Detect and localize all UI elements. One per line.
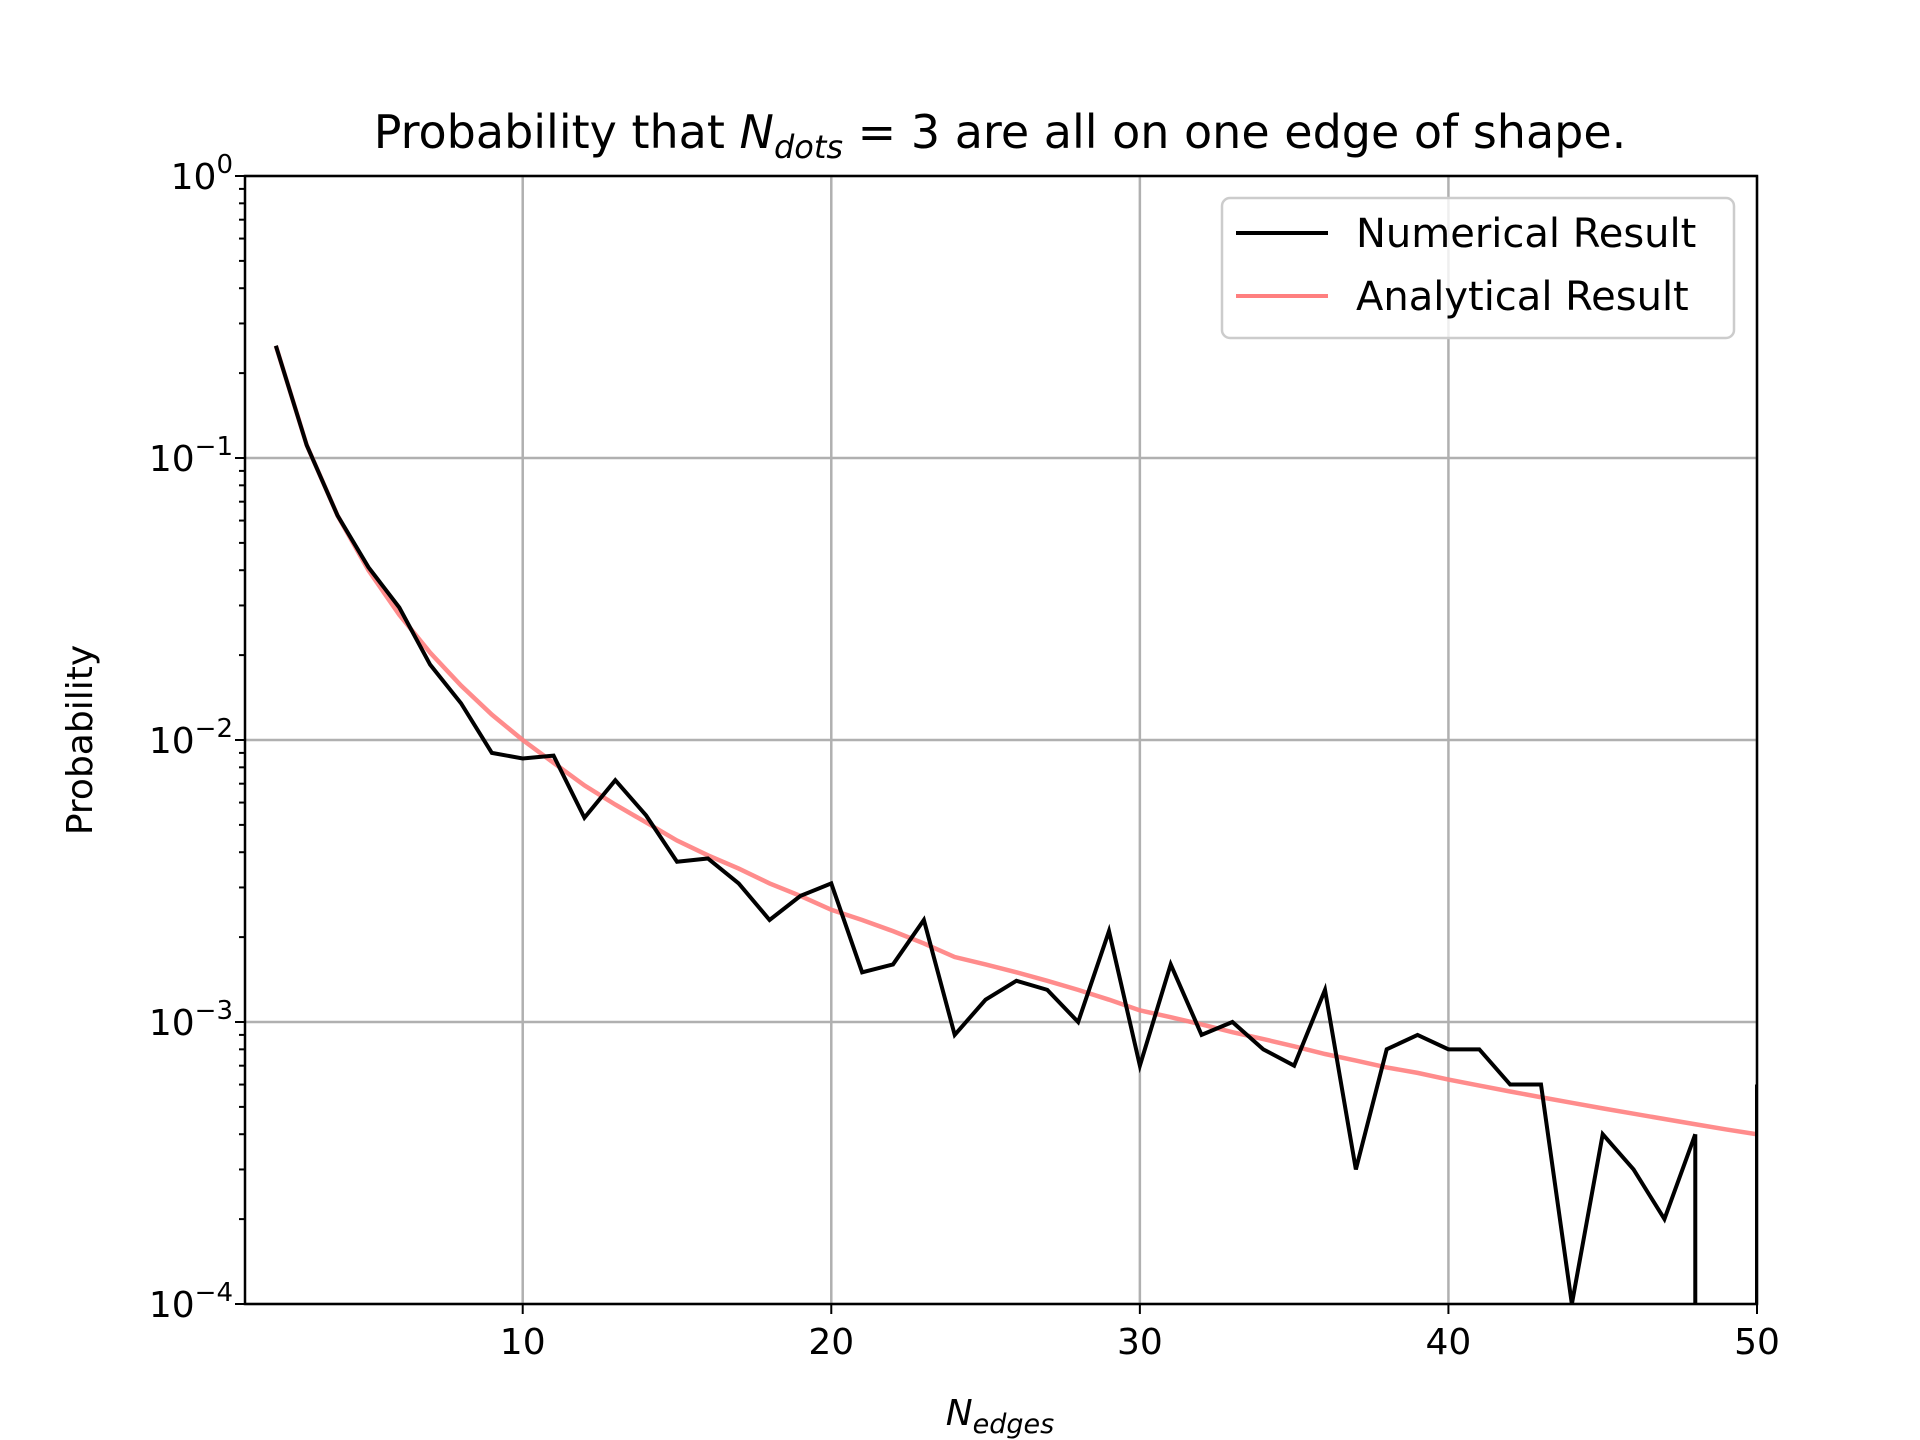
x-axis-label-subscript: edges	[973, 1409, 1055, 1440]
y-tick-label-base: 10	[149, 721, 195, 762]
y-tick-label-base: 10	[149, 1285, 195, 1326]
legend-label-numerical: Numerical Result	[1356, 211, 1696, 257]
x-axis-label: Nedges	[946, 1393, 1055, 1440]
x-tick-label: 30	[1117, 1322, 1163, 1363]
title-prefix: Probability that	[374, 105, 740, 159]
y-tick-label-exponent: −4	[195, 1278, 233, 1308]
y-tick-label-base: 10	[171, 157, 217, 198]
x-tick-label: 50	[1734, 1322, 1780, 1363]
x-tick-label: 20	[808, 1322, 854, 1363]
title-suffix: = 3 are all on one edge of shape.	[843, 105, 1626, 159]
y-tick-label-base: 10	[149, 439, 195, 480]
y-tick-label-exponent: 0	[216, 150, 233, 180]
y-tick-label-exponent: −1	[195, 432, 233, 462]
y-tick-label-exponent: −2	[195, 714, 233, 744]
title-variable: N	[740, 105, 774, 159]
series-line-analytical-result	[273, 345, 1757, 1137]
x-tick-label: 40	[1426, 1322, 1472, 1363]
title-variable-subscript: dots	[774, 128, 843, 166]
y-tick-label-exponent: −3	[195, 996, 233, 1026]
series-layer	[273, 345, 1757, 1304]
x-tick-labels: 10 20 30 40 50	[500, 1322, 1780, 1363]
plot-frame	[243, 174, 1759, 1306]
legend-label-analytical: Analytical Result	[1356, 274, 1689, 320]
y-tick-label: 10−1	[149, 432, 233, 480]
major-ticks	[235, 175, 1758, 1314]
y-axis-label: Probability	[60, 645, 101, 835]
y-tick-label: 10−3	[149, 996, 233, 1044]
legend-box	[1220, 196, 1736, 340]
legend: Numerical Result Analytical Result	[1220, 196, 1736, 340]
x-axis-label-variable: N	[946, 1393, 973, 1434]
y-tick-label: 10−2	[149, 714, 233, 762]
x-tick-label: 10	[500, 1322, 546, 1363]
y-tick-label: 10−4	[149, 1278, 233, 1326]
y-tick-label-base: 10	[149, 1003, 195, 1044]
y-tick-label: 100	[171, 150, 233, 198]
chart-title: Probability that Ndots = 3 are all on on…	[374, 105, 1627, 166]
